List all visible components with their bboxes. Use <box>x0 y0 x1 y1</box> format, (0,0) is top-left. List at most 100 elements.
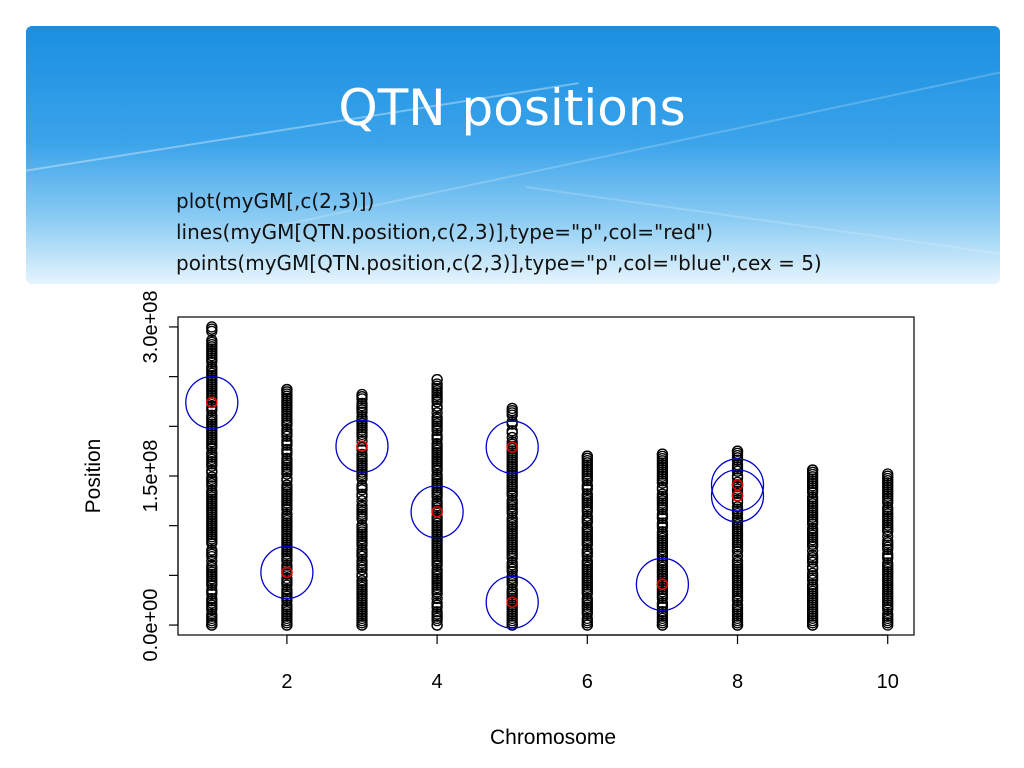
marker-points <box>206 321 894 631</box>
marker-point <box>281 554 293 567</box>
marker-point <box>731 454 744 466</box>
x-axis-label: Chromosome <box>490 726 616 749</box>
marker-point <box>506 619 518 631</box>
code-block: plot(myGM[,c(2,3)]) lines(myGM[QTN.posit… <box>176 186 822 279</box>
marker-point <box>581 550 593 562</box>
marker-point <box>882 497 894 509</box>
marker-point <box>356 444 368 456</box>
code-line-plot: plot(myGM[,c(2,3)]) <box>176 189 375 213</box>
marker-point <box>356 473 368 485</box>
marker-point <box>281 503 293 516</box>
marker-point <box>581 588 593 600</box>
marker-point <box>206 460 218 472</box>
marker-point <box>281 430 293 442</box>
marker-point <box>431 619 443 631</box>
marker-point <box>581 506 593 518</box>
marker-point <box>356 570 368 582</box>
qtn-big-circles <box>185 375 765 629</box>
marker-point <box>656 512 669 525</box>
marker-point <box>882 543 894 556</box>
marker-point <box>731 594 744 607</box>
marker-point <box>882 526 894 538</box>
marker-point <box>656 601 669 613</box>
marker-point <box>806 540 819 553</box>
marker-point <box>656 484 669 496</box>
y-tick-label: 1.5e+08 <box>140 440 162 513</box>
qtn-big-circle <box>485 420 539 474</box>
marker-point <box>431 588 443 600</box>
marker-point <box>356 563 368 576</box>
marker-point <box>431 601 443 614</box>
marker-point <box>206 467 218 479</box>
marker-point <box>356 406 368 418</box>
qtn-big-circle <box>410 485 464 539</box>
marker-point <box>806 563 819 575</box>
marker-point <box>356 393 368 405</box>
marker-point <box>581 483 593 496</box>
marker-point <box>506 409 518 421</box>
marker-point <box>356 490 368 503</box>
marker-point <box>506 552 518 564</box>
marker-point <box>656 448 669 460</box>
marker-point <box>206 442 218 455</box>
marker-point <box>281 594 293 607</box>
title-banner <box>26 26 1000 284</box>
marker-point <box>656 592 669 605</box>
marker-point <box>206 550 218 563</box>
marker-point <box>581 608 593 620</box>
marker-point <box>506 418 518 430</box>
marker-point <box>206 603 218 616</box>
marker-point <box>281 474 293 487</box>
code-line-lines: lines(myGM[QTN.position,c(2,3)],type="p"… <box>176 220 714 244</box>
marker-point <box>731 545 744 558</box>
qtn-point <box>731 490 744 502</box>
marker-point <box>356 484 368 496</box>
marker-point <box>431 396 443 408</box>
x-tick-label: 4 <box>432 671 443 693</box>
marker-point <box>206 619 218 631</box>
marker-point <box>356 435 368 447</box>
marker-point <box>806 486 819 499</box>
marker-point <box>656 521 669 534</box>
marker-point <box>731 472 744 484</box>
qtn-points <box>205 396 744 609</box>
marker-point <box>431 433 443 445</box>
marker-point <box>581 517 593 529</box>
marker-point <box>882 603 894 616</box>
x-tick-label: 10 <box>877 671 899 693</box>
marker-point <box>206 555 218 567</box>
qtn-point <box>281 566 293 579</box>
x-tick-label: 8 <box>732 671 743 693</box>
marker-point <box>431 491 443 503</box>
marker-point <box>731 496 744 509</box>
marker-point <box>882 468 894 480</box>
marker-point <box>882 530 894 542</box>
marker-point <box>281 468 293 480</box>
marker-point <box>281 448 293 460</box>
marker-point <box>506 402 518 415</box>
marker-point <box>206 480 218 492</box>
qtn-big-circle <box>710 469 765 523</box>
marker-point <box>731 465 744 477</box>
marker-point <box>281 619 293 631</box>
marker-point <box>506 489 518 502</box>
marker-point <box>581 474 593 487</box>
qtn-big-circle <box>635 557 690 611</box>
marker-point <box>431 373 443 386</box>
marker-point <box>581 539 593 551</box>
marker-point <box>731 507 744 520</box>
marker-point <box>206 321 218 333</box>
marker-point <box>356 619 368 631</box>
qtn-big-circle <box>710 458 765 512</box>
qtn-big-circle <box>335 419 389 473</box>
marker-point <box>656 550 669 562</box>
marker-point <box>431 402 443 415</box>
code-line-points: points(myGM[QTN.position,c(2,3)],type="p… <box>176 251 822 275</box>
marker-point <box>806 556 819 568</box>
marker-point <box>431 592 443 605</box>
marker-point <box>356 388 368 401</box>
marker-point <box>806 574 819 586</box>
marker-point <box>506 427 518 439</box>
marker-point <box>206 588 218 600</box>
